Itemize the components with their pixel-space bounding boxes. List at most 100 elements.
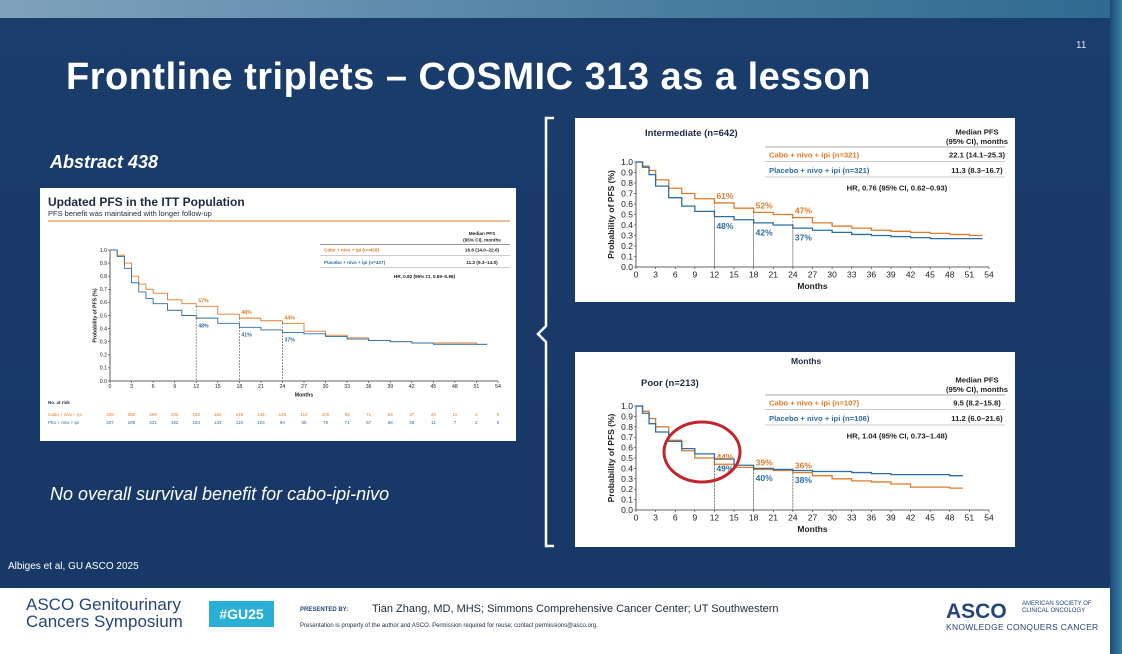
landmark-label: 41% <box>241 332 252 338</box>
meeting-logo: ASCO Genitourinary Cancers Symposium <box>26 596 183 630</box>
x-tick-label: 45 <box>925 513 935 523</box>
y-axis-label: Probability of PFS (%) <box>606 413 616 502</box>
at-risk-value: 37 <box>409 412 415 417</box>
at-risk-value: 20 <box>431 412 437 417</box>
asco-logo: ASCO <box>946 600 1007 623</box>
itt-chart-subtitle: PFS benefit was maintained with longer f… <box>48 209 212 218</box>
itt-plot-area: 0.00.10.20.30.40.50.60.70.80.91.00 3 6 9 12 1… <box>92 231 510 398</box>
x-tick-label: 21 <box>769 513 779 523</box>
landmark-label: 36% <box>795 461 812 471</box>
y-tick-label: 0.3 <box>621 230 633 240</box>
x-axis-label: Months <box>797 524 827 534</box>
itt-at-risk-label-pbo: Pbo + nivo + ipi <box>48 420 79 425</box>
legend-median: 11.2 (9.3–14.0) <box>466 260 498 265</box>
median-header: Median PFS <box>469 231 495 236</box>
legend-median: 11.2 (6.0–21.6) <box>951 414 1003 423</box>
legend-median: 9.5 (8.2–15.8) <box>953 399 1001 408</box>
x-tick-label: 15 <box>215 384 221 390</box>
at-risk-value: 295 <box>128 420 136 425</box>
y-tick-label: 0.4 <box>621 463 633 473</box>
property-note: Presentation is property of the author a… <box>300 623 598 629</box>
y-tick-label: 0.6 <box>621 443 633 453</box>
legend-entry: Placebo + nivo + ipi (n=106) <box>769 414 870 423</box>
y-tick-label: 0.9 <box>621 411 633 421</box>
x-tick-label: 39 <box>886 513 896 523</box>
y-tick-label: 0.3 <box>621 474 633 484</box>
x-tick-label: 42 <box>906 513 916 523</box>
y-tick-label: 0.6 <box>621 199 633 209</box>
x-tick-label: 3 <box>130 384 133 390</box>
presented-by-label: PRESENTED BY: <box>300 607 349 613</box>
y-axis-label: Probability of PFS (%) <box>92 288 98 342</box>
x-tick-label: 15 <box>729 513 739 523</box>
at-risk-value: 232 <box>171 412 179 417</box>
y-tick-label: 0.2 <box>621 241 633 251</box>
poor-chart-panel: Months Poor (n=213) 0.0 0.1 0.2 0.3 0.4 0.5 0.… <box>575 352 1015 547</box>
x-tick-label: 39 <box>886 270 896 280</box>
y-tick-label: 0.9 <box>100 261 107 267</box>
landmark-label: 38% <box>795 475 812 485</box>
x-axis-label: Months <box>295 392 314 398</box>
highlight-circle <box>662 420 742 484</box>
x-tick-label: 39 <box>387 384 393 390</box>
x-tick-label: 6 <box>152 384 155 390</box>
landmark-label: 40% <box>756 473 773 483</box>
at-risk-value: 11 <box>431 420 436 425</box>
x-tick-label: 0 <box>634 513 639 523</box>
top-bezel <box>0 0 1122 18</box>
x-tick-label: 33 <box>344 384 350 390</box>
x-tick-label: 24 <box>788 513 798 523</box>
at-risk-value: 71 <box>366 412 372 417</box>
y-tick-label: 0.4 <box>621 220 633 230</box>
hazard-ratio: HR, 0.76 (95% CI, 0.62–0.93) <box>847 184 948 193</box>
x-tick-label: 30 <box>827 513 837 523</box>
landmark-label: 42% <box>756 227 773 237</box>
landmark-label: 44% <box>284 315 295 321</box>
y-tick-label: 0.0 <box>621 505 633 515</box>
legend-entry: Placebo + nivo + ipi (n=321) <box>769 166 870 175</box>
poor-header-note: Months <box>791 356 821 366</box>
y-tick-label: 0.2 <box>100 353 107 359</box>
y-tick-label: 0.9 <box>621 167 633 177</box>
at-risk-value: 11 <box>453 412 458 417</box>
x-tick-label: 45 <box>925 270 935 280</box>
poor-chart-title: Poor (n=213) <box>641 378 699 389</box>
landmark-label: 47% <box>795 206 812 216</box>
at-risk-value: 67 <box>366 420 372 425</box>
y-tick-label: 0.5 <box>100 313 107 319</box>
x-tick-label: 36 <box>366 384 372 390</box>
y-tick-label: 0.7 <box>621 432 633 442</box>
poor-plot-area: 0.00.10.20.30.40.50.60.70.80.91.00 3 6 9 12 1… <box>606 376 1008 535</box>
landmark-label: 37% <box>284 338 295 344</box>
at-risk-value: 85 <box>301 420 307 425</box>
at-risk-value: 192 <box>192 412 200 417</box>
series-line-cabo <box>110 249 488 345</box>
y-tick-label: 0.1 <box>100 366 107 372</box>
at-risk-value: 78 <box>323 420 329 425</box>
y-tick-label: 0.8 <box>621 178 633 188</box>
x-tick-label: 18 <box>749 513 759 523</box>
y-tick-label: 0.0 <box>621 262 633 272</box>
y-tick-label: 0.1 <box>621 251 633 261</box>
y-tick-label: 0.3 <box>100 340 107 346</box>
at-risk-value: 133 <box>214 420 222 425</box>
at-risk-value: 84 <box>345 412 351 417</box>
x-tick-label: 45 <box>430 384 436 390</box>
legend-entry: Cabo + nivo + ipi (n=428) <box>324 248 379 253</box>
x-tick-label: 24 <box>280 384 286 390</box>
y-tick-label: 0.5 <box>621 453 633 463</box>
hazard-ratio: HR, 0.82 (95% CI, 0.69–0.98) <box>394 274 456 279</box>
at-risk-value: 428 <box>106 412 114 417</box>
series-line-placebo <box>636 405 963 477</box>
x-tick-label: 9 <box>692 270 697 280</box>
at-risk-value: 221 <box>149 420 157 425</box>
x-tick-label: 48 <box>452 384 458 390</box>
at-risk-value: 148 <box>236 412 244 417</box>
meeting-line2: Cancers Symposium <box>26 612 183 631</box>
poor-chart: Months Poor (n=213) 0.00.10.20.30.40.50.… <box>606 356 1008 535</box>
hashtag-badge: #GU25 <box>209 601 274 627</box>
asco-society: AMERICAN SOCIETY OF CLINICAL ONCOLOGY <box>1022 601 1092 614</box>
landmark-label: 49% <box>716 464 733 474</box>
itt-chart-panel: Updated PFS in the ITT Population PFS be… <box>40 188 516 441</box>
